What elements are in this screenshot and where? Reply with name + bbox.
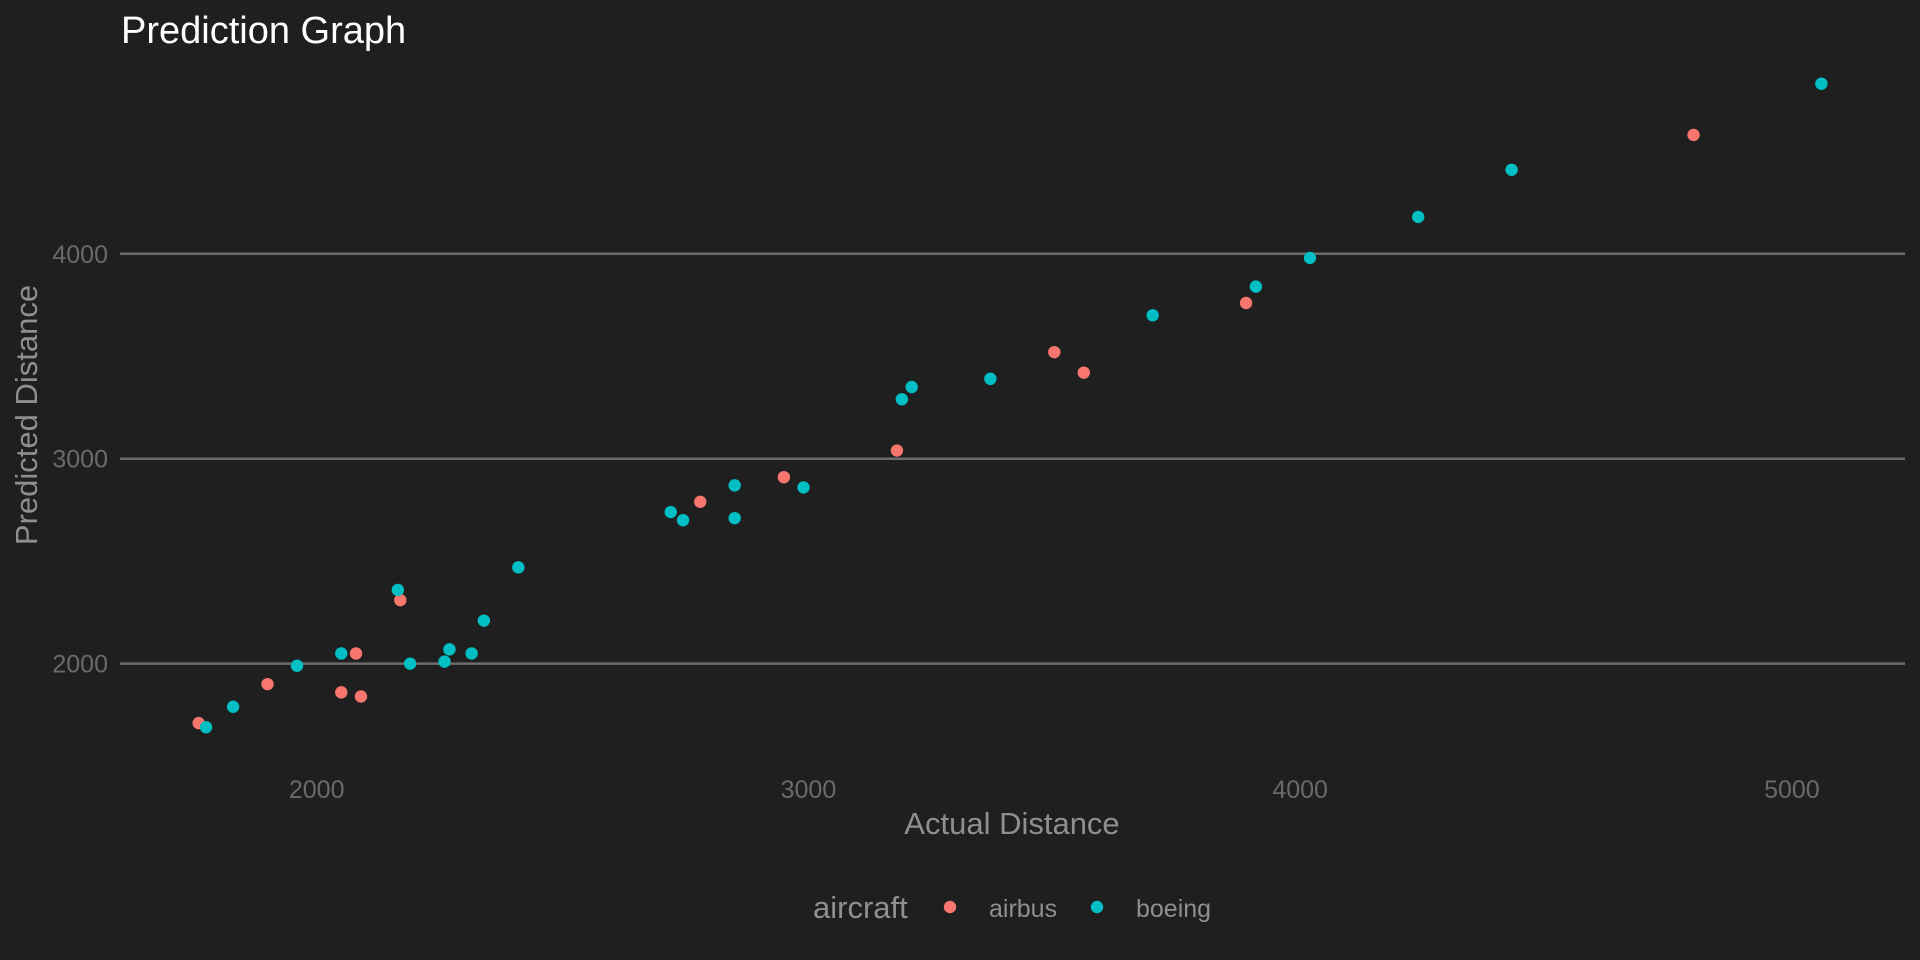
point-airbus — [335, 686, 348, 699]
point-boeing — [984, 372, 997, 386]
point-airbus — [777, 470, 791, 484]
point-boeing — [443, 643, 456, 656]
point-boeing — [797, 481, 810, 494]
x-tick-label: 5000 — [1764, 776, 1820, 804]
x-tick-label: 2000 — [289, 776, 345, 804]
legend-title: aircraft — [813, 890, 908, 925]
point-boeing — [1411, 210, 1425, 224]
point-airbus — [349, 647, 363, 660]
chart-title: Prediction Graph — [121, 10, 406, 52]
point-boeing — [438, 655, 451, 668]
point-boeing — [335, 647, 348, 660]
y-axis-title: Predicted Distance — [9, 285, 44, 545]
point-boeing — [199, 721, 213, 734]
point-boeing — [1815, 77, 1828, 90]
point-boeing — [676, 514, 690, 527]
point-boeing — [1146, 309, 1159, 322]
legend-label-boeing: boeing — [1136, 895, 1211, 923]
point-airbus — [1048, 345, 1061, 359]
point-boeing — [905, 380, 918, 394]
point-boeing — [664, 505, 677, 519]
x-tick-label: 3000 — [781, 776, 837, 804]
point-airbus — [1239, 296, 1253, 310]
point-boeing — [403, 657, 417, 670]
point-airbus — [354, 690, 368, 703]
point-airbus — [1077, 366, 1091, 379]
point-boeing — [728, 511, 741, 525]
point-airbus — [694, 495, 707, 508]
point-boeing — [1249, 280, 1263, 293]
point-boeing — [1505, 163, 1518, 176]
point-boeing — [226, 700, 240, 713]
y-tick-label: 2000 — [52, 651, 108, 679]
data-points — [192, 77, 1828, 734]
x-tick-label: 4000 — [1272, 776, 1328, 804]
point-boeing — [465, 647, 478, 660]
y-tick-label: 3000 — [52, 446, 108, 474]
legend-key-airbus — [943, 900, 957, 914]
x-axis-title: Actual Distance — [904, 806, 1119, 841]
point-boeing — [1303, 251, 1317, 265]
point-boeing — [512, 561, 525, 574]
legend-label-airbus: airbus — [989, 895, 1057, 923]
point-boeing — [728, 479, 741, 492]
y-axis-ticks: 2000 3000 4000 — [52, 241, 108, 679]
point-boeing — [895, 393, 909, 406]
legend: aircraft airbus boeing — [813, 890, 1211, 925]
grid-lines — [120, 252, 1905, 665]
point-boeing — [391, 583, 405, 597]
x-axis-ticks: 2000 3000 4000 5000 — [289, 776, 1820, 804]
point-airbus — [261, 677, 274, 691]
legend-key-boeing — [1090, 900, 1104, 914]
point-airbus — [890, 444, 904, 457]
point-airbus — [1687, 128, 1700, 142]
y-tick-label: 4000 — [52, 241, 108, 269]
point-boeing — [477, 614, 491, 627]
point-airbus — [394, 593, 407, 607]
point-boeing — [290, 659, 304, 672]
